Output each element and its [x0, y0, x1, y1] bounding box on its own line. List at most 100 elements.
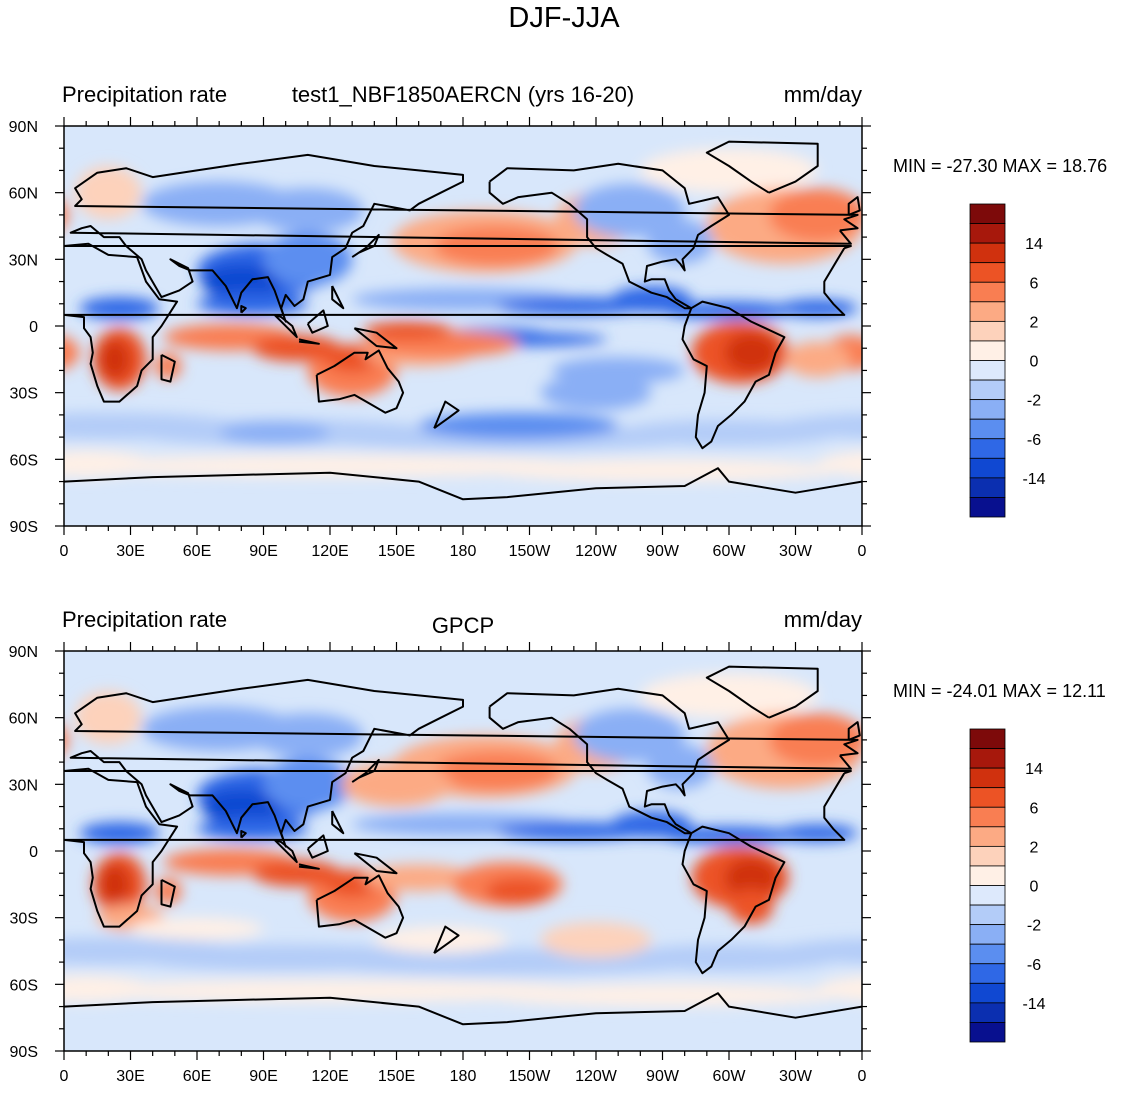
panel-gpcp-coastline [240, 830, 247, 839]
panel-gpcp-colorbar-box [969, 865, 1006, 886]
panel-model-xtick-label: 150W [509, 543, 552, 560]
panel-gpcp-colorbar-box [969, 787, 1006, 808]
panel-gpcp-coastline [69, 678, 859, 848]
panel-model-field-blob [64, 454, 596, 478]
panel-model-colorbar-label: 14 [1025, 236, 1043, 253]
panel-model-colorbar-box [969, 320, 1006, 342]
panel-model-colorbar-box [969, 477, 1006, 498]
panel-model-field-blob [99, 339, 131, 380]
panel-gpcp-ytick-label: 90N [9, 644, 38, 661]
panel-gpcp-xtick-label: 90W [646, 1068, 680, 1085]
panel-model-colorbar-label: 0 [1030, 354, 1039, 371]
panel-gpcp-field-blob [64, 979, 596, 1003]
panel-model-coastline [69, 153, 859, 323]
panel-gpcp-ytick-label: 60N [9, 711, 38, 728]
panel-model-xtick-label: 90E [249, 543, 277, 560]
panel-model-field-blob [154, 352, 182, 380]
panel-model-colorbar-label: 6 [1030, 275, 1039, 292]
panel-model-minmax: MIN = -27.30 MAX = 18.76 [893, 156, 1107, 176]
panel-model-field-blob [777, 299, 858, 318]
panel-model: Precipitation rate test1_NBF1850AERCN (y… [9, 82, 1107, 560]
panel-gpcp-colorbar-label: 0 [1030, 879, 1039, 896]
panel-gpcp-field-blob [79, 822, 160, 845]
panel-model-colorbar-box [969, 399, 1006, 420]
panel-model-colorbar-box [969, 262, 1006, 283]
panel-model-field-blob [363, 321, 452, 340]
panel-gpcp-field-blob [363, 864, 475, 891]
panel-model-coastline [847, 196, 861, 216]
panel-model-xtick-label: 0 [60, 543, 69, 560]
panel-gpcp: Precipitation rate GPCP mm/day 0 30E 60E 90… [9, 607, 1106, 1085]
panel-model-xtick-label: 0 [858, 543, 867, 560]
panel-model-title-right: mm/day [784, 82, 862, 107]
panel-model-colorbar-label: -14 [1022, 471, 1045, 488]
panel-gpcp-coastline [315, 874, 405, 939]
panel-model-field-blob [64, 203, 69, 226]
panel-gpcp-colorbar-box [969, 924, 1006, 945]
panel-model-ytick-labels: 90N 60N 30N 0 30S 60S 90S [9, 119, 38, 536]
panel-gpcp-coastline [306, 834, 329, 859]
panel-model-colorbar-box [969, 379, 1006, 401]
panel-gpcp-field-blob [485, 984, 840, 1007]
panel-gpcp-colorbar-box [969, 845, 1006, 867]
panel-gpcp-ytick-label: 30N [9, 777, 38, 794]
panel-model-field-blob [540, 374, 652, 411]
panel-gpcp-ytick-label: 90S [10, 1044, 38, 1061]
figure-title: DJF-JJA [508, 2, 620, 34]
panel-model-field [64, 148, 862, 482]
panel-model-field-blob [219, 421, 330, 444]
panel-gpcp-ticks [55, 642, 871, 1060]
panel-model-colorbar-box [969, 223, 1006, 244]
panel-gpcp-field-blob [130, 917, 264, 940]
panel-model-xtick-labels: 0 30E 60E 90E 120E 150E 180 150W 120W 90W 60W 30W 0 [60, 543, 867, 560]
panel-model-coastlines [64, 140, 862, 501]
panel-model-ytick-label: 60S [10, 452, 38, 469]
panel-model-field-blob [485, 459, 840, 482]
panel-gpcp-coastline [705, 665, 819, 719]
panel-gpcp-ytick-label: 30S [10, 911, 38, 928]
panel-gpcp-field-blob [154, 877, 182, 905]
panel-gpcp-title-left: Precipitation rate [62, 607, 227, 632]
panel-model-colorbar-box [969, 281, 1006, 303]
panel-gpcp-coastline [64, 992, 862, 1026]
panel-gpcp-xtick-label: 0 [60, 1068, 69, 1085]
panel-gpcp-colorbar-label: 14 [1025, 761, 1043, 778]
panel-model-map [64, 126, 862, 526]
panel-model-field-blob [64, 450, 153, 478]
panel-gpcp-coastline [847, 721, 861, 741]
panel-model-colorbar-box [969, 418, 1006, 440]
panel-gpcp-colorbar-box [969, 748, 1006, 769]
panel-model-field-blob [252, 334, 342, 362]
panel-model-title-left: Precipitation rate [62, 82, 227, 107]
panel-model-coastline [306, 309, 329, 334]
panel-model-colorbar-box [969, 203, 1006, 224]
panel-model-ytick-label: 90S [10, 519, 38, 536]
panel-model-field-blob [640, 148, 818, 193]
panel-gpcp-title-center: GPCP [432, 613, 494, 638]
panel-gpcp-field-blob [777, 824, 858, 843]
panel-model-coastline [160, 354, 176, 383]
panel-gpcp-coastline [681, 825, 786, 975]
panel-gpcp-xtick-label: 180 [450, 1068, 477, 1085]
panel-model-xtick-label: 60W [713, 543, 747, 560]
panel-gpcp-colorbar-label: 6 [1030, 800, 1039, 817]
panel-gpcp-xtick-label: 0 [858, 1068, 867, 1085]
panel-model-ytick-label: 60N [9, 186, 38, 203]
panel-gpcp-coastline [298, 863, 320, 870]
panel-model-coastline [315, 349, 405, 414]
panel-model-coastline [351, 233, 380, 258]
panel-model-field-blob [197, 292, 308, 315]
panel-gpcp-xtick-label: 150W [509, 1068, 552, 1085]
panel-model-xtick-label: 150E [378, 543, 415, 560]
panel-gpcp-field-blob [64, 975, 153, 1003]
panel-model-field-blob [252, 188, 364, 233]
panel-gpcp-field-blob [485, 877, 552, 905]
panel-gpcp-xtick-label: 150E [378, 1068, 415, 1085]
panel-gpcp-field-blob [252, 859, 342, 887]
panel-gpcp-ytick-label: 60S [10, 977, 38, 994]
panel-gpcp-field-blob [573, 708, 685, 763]
panel-model-field-blob [817, 451, 862, 477]
panel-gpcp-field-blob [201, 788, 282, 825]
panel-gpcp-title-right: mm/day [784, 607, 862, 632]
